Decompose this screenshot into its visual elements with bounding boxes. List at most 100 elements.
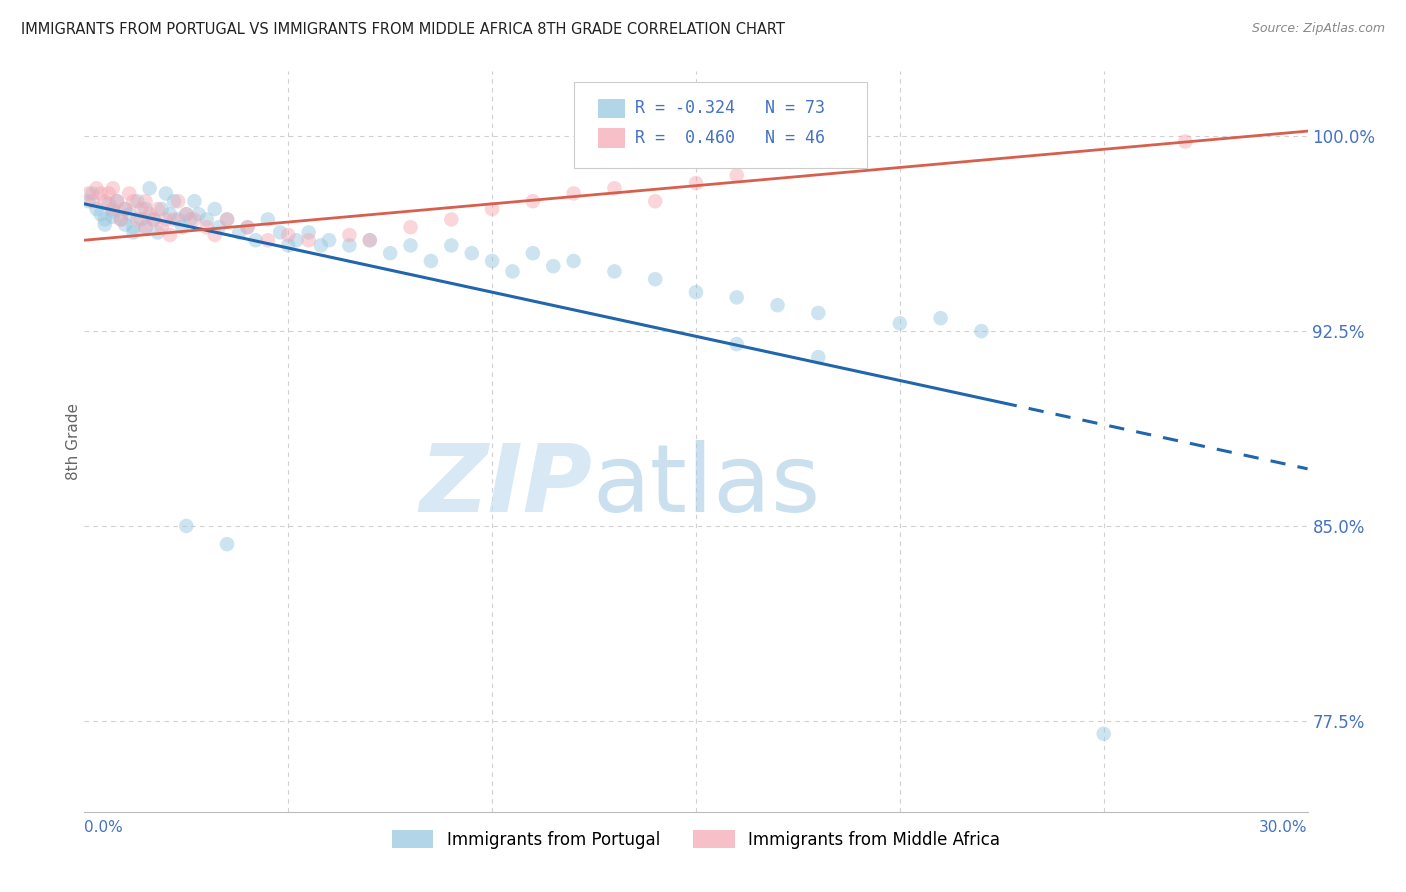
Point — [807, 350, 830, 364]
Point — [481, 254, 503, 268]
Point — [929, 311, 952, 326]
FancyBboxPatch shape — [574, 82, 868, 168]
Point — [1174, 135, 1197, 149]
Point — [135, 220, 157, 235]
Point — [217, 537, 239, 551]
Point — [257, 233, 280, 247]
Point — [155, 186, 177, 201]
Point — [163, 212, 186, 227]
Point — [142, 212, 165, 227]
Point — [195, 220, 218, 235]
Text: Source: ZipAtlas.com: Source: ZipAtlas.com — [1251, 22, 1385, 36]
Point — [644, 272, 666, 286]
Point — [725, 337, 748, 351]
Point — [236, 220, 259, 235]
Point — [725, 168, 748, 182]
Point — [309, 238, 332, 252]
Point — [135, 194, 157, 209]
Point — [82, 186, 104, 201]
Point — [172, 220, 194, 235]
Point — [174, 519, 197, 533]
Point — [685, 285, 707, 300]
FancyBboxPatch shape — [598, 99, 626, 118]
Point — [461, 246, 484, 260]
Point — [110, 212, 132, 227]
Point — [163, 194, 186, 209]
Point — [245, 233, 267, 247]
Point — [359, 233, 381, 247]
Point — [204, 227, 226, 242]
Point — [150, 220, 173, 235]
Text: ZIP: ZIP — [419, 440, 592, 532]
Point — [359, 233, 381, 247]
Point — [269, 226, 291, 240]
Point — [399, 220, 422, 235]
Legend: Immigrants from Portugal, Immigrants from Middle Africa: Immigrants from Portugal, Immigrants fro… — [385, 823, 1007, 855]
Point — [146, 202, 169, 216]
Point — [440, 212, 463, 227]
Point — [167, 194, 190, 209]
Point — [90, 207, 112, 221]
Point — [77, 186, 100, 201]
Point — [101, 202, 124, 216]
Point — [155, 212, 177, 227]
Point — [208, 220, 231, 235]
Point — [122, 226, 145, 240]
Point — [228, 226, 250, 240]
Text: R =  0.460   N = 46: R = 0.460 N = 46 — [636, 129, 825, 147]
Point — [195, 212, 218, 227]
Point — [217, 212, 239, 227]
Point — [420, 254, 443, 268]
Point — [298, 233, 321, 247]
Point — [114, 218, 136, 232]
Point — [644, 194, 666, 209]
Point — [187, 207, 209, 221]
Point — [481, 202, 503, 216]
Point — [603, 181, 626, 195]
Point — [174, 207, 197, 221]
Point — [339, 238, 361, 252]
Y-axis label: 8th Grade: 8th Grade — [66, 403, 82, 480]
Point — [86, 181, 108, 195]
Point — [399, 238, 422, 252]
Point — [522, 246, 544, 260]
Point — [131, 212, 153, 227]
Point — [183, 212, 205, 227]
Point — [90, 186, 112, 201]
Point — [93, 194, 115, 209]
Point — [159, 207, 181, 221]
Point — [77, 194, 100, 209]
Point — [122, 220, 145, 235]
Text: IMMIGRANTS FROM PORTUGAL VS IMMIGRANTS FROM MIDDLE AFRICA 8TH GRADE CORRELATION : IMMIGRANTS FROM PORTUGAL VS IMMIGRANTS F… — [21, 22, 785, 37]
Point — [86, 202, 108, 216]
Point — [138, 181, 160, 195]
Point — [101, 204, 124, 219]
Point — [562, 254, 585, 268]
Point — [146, 226, 169, 240]
Point — [889, 316, 911, 330]
Point — [685, 176, 707, 190]
Point — [183, 194, 205, 209]
Point — [167, 212, 190, 227]
Point — [118, 207, 141, 221]
Point — [101, 210, 124, 224]
Point — [174, 207, 197, 221]
Point — [118, 186, 141, 201]
Point — [603, 264, 626, 278]
Point — [522, 194, 544, 209]
Point — [970, 324, 993, 338]
Point — [502, 264, 524, 278]
Point — [179, 212, 201, 227]
Point — [131, 202, 153, 216]
Point — [298, 226, 321, 240]
Text: R = -0.324   N = 73: R = -0.324 N = 73 — [636, 99, 825, 118]
Point — [766, 298, 789, 312]
Point — [807, 306, 830, 320]
Point — [236, 220, 259, 235]
Point — [93, 218, 115, 232]
Point — [318, 233, 340, 247]
Point — [142, 212, 165, 227]
Text: 30.0%: 30.0% — [1260, 820, 1308, 835]
Point — [204, 202, 226, 216]
Text: atlas: atlas — [592, 440, 820, 532]
